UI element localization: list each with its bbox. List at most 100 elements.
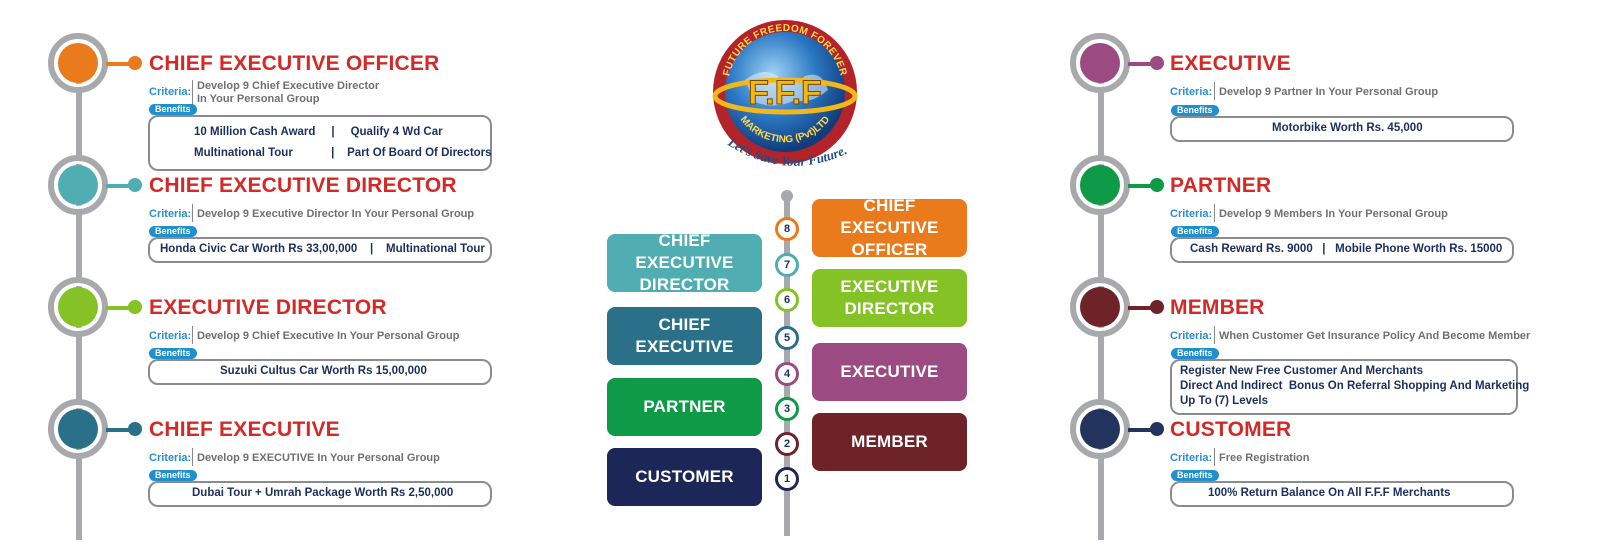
benefit-line: Cash Reward Rs. 9000 | Mobile Phone Wort…: [1190, 243, 1503, 255]
criteria-label: Criteria:: [149, 86, 192, 98]
level-node-circle: [1070, 277, 1130, 337]
level-connector-dot: [1150, 300, 1164, 314]
level-connector: [1128, 428, 1154, 432]
level-connector: [1128, 306, 1154, 310]
level-node-circle: [1070, 399, 1130, 459]
criteria-text-line: When Customer Get Insurance Policy And B…: [1219, 330, 1531, 342]
ladder-number-3: 3: [775, 397, 799, 421]
level-connector: [1128, 184, 1154, 188]
criteria-label: Criteria:: [1170, 452, 1213, 464]
level-connector: [106, 62, 132, 66]
criteria-label: Criteria:: [149, 452, 192, 464]
level-node-circle: [48, 155, 108, 215]
level-node-circle: [48, 33, 108, 93]
benefits-tag: Benefits: [1171, 226, 1219, 237]
ladder-box-chief-executive-director: CHIEF EXECUTIVE DIRECTOR: [607, 231, 762, 294]
ladder-box-executive-director: EXECUTIVE DIRECTOR: [812, 269, 967, 327]
criteria-label: Criteria:: [149, 330, 192, 342]
benefit-line: Direct And Indirect Bonus On Referral Sh…: [1180, 380, 1530, 392]
benefit-line: Motorbike Worth Rs. 45,000: [1272, 122, 1423, 134]
level-node-circle: [1070, 33, 1130, 93]
criteria-divider: [192, 80, 193, 106]
ladder-box-member: MEMBER: [812, 413, 967, 471]
benefits-tag: Benefits: [149, 470, 197, 481]
benefits-box: Honda Civic Car Worth Rs 33,00,000 | Mul…: [148, 237, 492, 263]
benefit-line: Dubai Tour + Umrah Package Worth Rs 2,50…: [192, 487, 454, 499]
criteria-text-line: Develop 9 Chief Executive Director: [197, 80, 380, 92]
level-node-circle: [48, 277, 108, 337]
ladder-box-executive: EXECUTIVE: [812, 343, 967, 401]
level-node-circle: [48, 399, 108, 459]
level-connector: [106, 428, 132, 432]
criteria-divider: [192, 326, 193, 344]
level-title: CUSTOMER: [1170, 418, 1292, 441]
criteria-divider: [1214, 204, 1215, 222]
level-connector: [106, 184, 132, 188]
benefits-box: Register New Free Customer And Merchants…: [1170, 359, 1529, 415]
criteria-text-line: Develop 9 Partner In Your Personal Group: [1219, 86, 1439, 98]
ladder-top-dot: [781, 190, 793, 202]
ladder-box-chief-executive: CHIEF EXECUTIVE: [607, 307, 762, 365]
criteria-label: Criteria:: [149, 208, 192, 220]
level-connector-dot: [128, 56, 142, 70]
criteria-divider: [1214, 326, 1215, 344]
level-connector-dot: [1150, 56, 1164, 70]
criteria-label: Criteria:: [1170, 330, 1213, 342]
benefits-tag: Benefits: [1171, 105, 1219, 116]
level-connector-dot: [128, 422, 142, 436]
benefit-line: Register New Free Customer And Merchants: [1180, 365, 1424, 377]
criteria-text-line: In Your Personal Group: [197, 93, 320, 105]
level-connector-dot: [128, 178, 142, 192]
ladder-number-1: 1: [775, 467, 799, 491]
benefits-box: Cash Reward Rs. 9000 | Mobile Phone Wort…: [1170, 237, 1514, 263]
level-connector-dot: [1150, 422, 1164, 436]
criteria-divider: [1214, 448, 1215, 466]
criteria-divider: [1214, 82, 1215, 100]
ladder-number-8: 8: [775, 217, 799, 241]
ladder-box-chief-executive-officer: CHIEF EXECUTIVE OFFICER: [812, 196, 967, 259]
level-title: EXECUTIVE: [1170, 52, 1291, 75]
ladder-number-2: 2: [775, 432, 799, 456]
level-title: CHIEF EXECUTIVE DIRECTOR: [149, 174, 457, 197]
benefit-line: Multinational Tour | Part Of Board Of Di…: [194, 147, 492, 159]
level-node-circle: [1070, 155, 1130, 215]
benefits-box: 10 Million Cash Award | Qualify 4 Wd Car…: [148, 115, 492, 171]
ladder-box-customer: CUSTOMER: [607, 448, 762, 506]
level-title: EXECUTIVE DIRECTOR: [149, 296, 387, 319]
benefit-line: Up To (7) Levels: [1180, 395, 1268, 407]
benefits-tag: Benefits: [149, 226, 197, 237]
criteria-divider: [192, 204, 193, 222]
benefits-box: Dubai Tour + Umrah Package Worth Rs 2,50…: [148, 481, 492, 507]
ladder-number-6: 6: [775, 288, 799, 312]
level-title: CHIEF EXECUTIVE: [149, 418, 340, 441]
level-connector: [1128, 62, 1154, 66]
ladder-number-5: 5: [775, 326, 799, 350]
ladder-box-partner: PARTNER: [607, 378, 762, 436]
criteria-text-line: Develop 9 Members In Your Personal Group: [1219, 208, 1448, 220]
level-title: MEMBER: [1170, 296, 1265, 319]
benefits-tag: Benefits: [1171, 470, 1219, 481]
benefits-box: 100% Return Balance On All F.F.F Merchan…: [1170, 481, 1514, 507]
benefits-tag: Benefits: [149, 104, 197, 115]
benefits-box: Motorbike Worth Rs. 45,000: [1170, 116, 1514, 142]
criteria-text-line: Free Registration: [1219, 452, 1310, 464]
level-connector: [106, 306, 132, 310]
level-title: CHIEF EXECUTIVE OFFICER: [149, 52, 440, 75]
criteria-divider: [192, 448, 193, 466]
benefits-tag: Benefits: [149, 348, 197, 359]
benefits-tag: Benefits: [1171, 348, 1219, 359]
benefit-line: 100% Return Balance On All F.F.F Merchan…: [1208, 487, 1451, 499]
criteria-text-line: Develop 9 Chief Executive In Your Person…: [197, 330, 460, 342]
benefit-line: 10 Million Cash Award | Qualify 4 Wd Car: [194, 126, 443, 138]
criteria-label: Criteria:: [1170, 86, 1213, 98]
criteria-text-line: Develop 9 Executive Director In Your Per…: [197, 208, 475, 220]
criteria-text-line: Develop 9 EXECUTIVE In Your Personal Gro…: [197, 452, 440, 464]
level-connector-dot: [1150, 178, 1164, 192]
benefit-line: Suzuki Cultus Car Worth Rs 15,00,000: [220, 365, 427, 377]
level-connector-dot: [128, 300, 142, 314]
level-title: PARTNER: [1170, 174, 1272, 197]
globe-logo-icon: F.F.F FUTURE FREEDOM FOREVER MARKETING (…: [712, 20, 858, 169]
criteria-label: Criteria:: [1170, 208, 1213, 220]
benefit-line: Honda Civic Car Worth Rs 33,00,000 | Mul…: [160, 243, 485, 255]
ladder-number-7: 7: [775, 253, 799, 277]
